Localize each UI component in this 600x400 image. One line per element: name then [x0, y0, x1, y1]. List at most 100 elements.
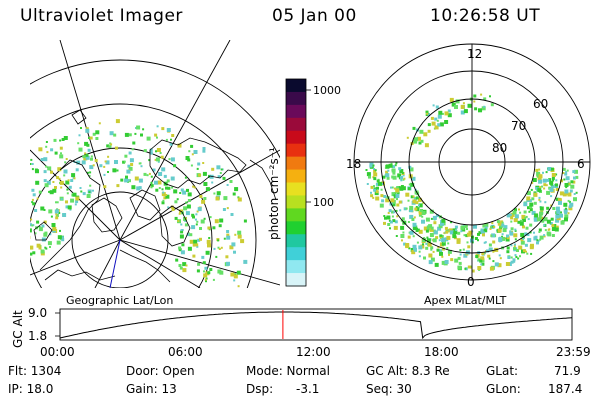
aurora-pixel [187, 158, 191, 162]
aurora-pixel [422, 238, 426, 243]
aurora-pixel [555, 218, 560, 223]
aurora-pixel [138, 178, 143, 183]
aurora-pixel [534, 213, 539, 218]
aurora-pixel [113, 133, 117, 137]
aurora-pixel [38, 246, 42, 250]
aurora-pixel [237, 285, 240, 288]
aurora-pixel [410, 248, 415, 252]
aurora-pixel [128, 151, 132, 155]
aurora-pixel [533, 231, 535, 234]
aurora-pixel [131, 148, 134, 151]
aurora-pixel [500, 220, 504, 224]
aurora-pixel [435, 214, 439, 218]
aurora-pixel [411, 176, 416, 181]
aurora-pixel [215, 196, 220, 201]
aurora-pixel [390, 198, 395, 203]
aurora-pixel [409, 167, 414, 172]
aurora-pixel [526, 233, 530, 236]
aurora-pixel [434, 125, 439, 130]
aurora-pixel [95, 137, 99, 140]
aurora-pixel [220, 168, 223, 171]
aurora-pixel [418, 229, 423, 234]
aurora-pixel [237, 230, 242, 235]
aurora-pixel [163, 196, 167, 200]
aurora-pixel [31, 201, 34, 204]
aurora-pixel [418, 204, 420, 207]
aurora-pixel [104, 160, 107, 163]
aurora-pixel [439, 234, 443, 238]
aurora-pixel [43, 232, 48, 237]
lat-label-70: 70 [511, 119, 526, 133]
aurora-pixel [233, 250, 236, 254]
aurora-pixel [56, 240, 61, 245]
aurora-pixel [10, 253, 14, 257]
aurora-pixel [12, 242, 14, 244]
aurora-pixel [535, 168, 539, 172]
aurora-pixel [402, 231, 405, 234]
aurora-pixel [477, 239, 479, 242]
aurora-pixel [366, 172, 371, 177]
aurora-pixel [21, 201, 24, 204]
aurora-pixel [506, 250, 510, 254]
aurora-pixel [542, 171, 544, 174]
aurora-pixel [376, 179, 380, 183]
aurora-pixel [38, 227, 43, 232]
aurora-pixel [184, 223, 188, 227]
aurora-pixel [56, 176, 60, 180]
aurora-pixel [418, 245, 423, 250]
observation-time: 10:26:58 UT [430, 6, 541, 26]
aurora-pixel [203, 197, 207, 200]
aurora-pixel [437, 226, 442, 231]
colorbar-cell [286, 273, 306, 287]
aurora-pixel [65, 205, 69, 209]
aurora-pixel [182, 268, 187, 273]
aurora-pixel [393, 187, 396, 190]
aurora-pixel [384, 216, 387, 220]
aurora-pixel [499, 223, 504, 228]
aurora-pixel [170, 157, 175, 162]
aurora-pixel [129, 158, 134, 163]
aurora-pixel [149, 148, 153, 152]
aurora-pixel [510, 212, 515, 217]
aurora-pixel [202, 149, 206, 153]
aurora-pixel [194, 218, 197, 221]
colorbar-cell [286, 234, 306, 248]
aurora-pixel [450, 258, 454, 262]
aurora-pixel [517, 257, 520, 260]
aurora-pixel [180, 229, 183, 232]
aurora-pixel [185, 156, 190, 160]
aurora-pixel [570, 180, 574, 184]
observation-date: 05 Jan 00 [272, 6, 357, 26]
altitude-curve [59, 311, 573, 340]
aurora-pixel [433, 230, 438, 235]
lat-label-60: 60 [533, 97, 548, 111]
aurora-pixel [526, 196, 531, 201]
aurora-pixel [370, 185, 374, 189]
mlt-label-12: 12 [467, 47, 482, 61]
aurora-pixel [455, 99, 460, 104]
aurora-pixel [166, 179, 170, 183]
aurora-pixel [184, 217, 187, 220]
timeline-y-max: 9.0 [28, 306, 47, 320]
aurora-pixel [547, 228, 550, 231]
aurora-pixel [447, 249, 452, 254]
aurora-pixel [401, 217, 405, 221]
geo-meridian [119, 239, 280, 286]
aurora-pixel [388, 209, 392, 213]
aurora-pixel [410, 195, 414, 199]
aurora-pixel [412, 199, 417, 204]
aurora-pixel [22, 206, 26, 210]
aurora-pixel [437, 246, 440, 249]
aurora-pixel [233, 274, 238, 279]
aurora-pixel [426, 112, 429, 115]
coastline [33, 221, 53, 241]
aurora-pixel [171, 208, 175, 211]
aurora-pixel [215, 255, 218, 258]
aurora-pixel [160, 155, 164, 159]
aurora-pixel [395, 235, 398, 237]
aurora-pixel [565, 207, 567, 210]
aurora-pixel [447, 109, 451, 113]
aurora-pixel [81, 160, 86, 165]
aurora-pixel [477, 266, 482, 270]
aurora-pixel [229, 180, 233, 183]
